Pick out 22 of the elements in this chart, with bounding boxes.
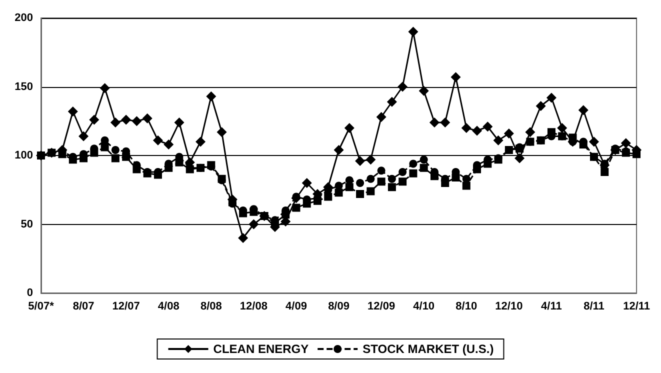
x-tick-label: 8/08 xyxy=(200,300,222,312)
y-tick-label: 50 xyxy=(20,218,33,230)
x-tick-label: 5/07* xyxy=(28,300,55,312)
y-tick-label: 100 xyxy=(14,150,33,162)
x-tick-label: 8/07 xyxy=(72,300,94,312)
y-tick-label: 0 xyxy=(26,287,33,299)
x-tick-label: 8/10 xyxy=(456,300,478,312)
legend-label: STOCK MARKET (U.S.) xyxy=(362,342,494,356)
x-tick-label: 12/07 xyxy=(112,300,140,312)
x-tick-label: 12/09 xyxy=(368,300,396,312)
x-tick-label: 4/10 xyxy=(413,300,435,312)
y-tick-label: 200 xyxy=(14,12,33,24)
x-tick-label: 12/08 xyxy=(240,300,268,312)
x-tick-label: 8/09 xyxy=(328,300,350,312)
x-tick-label: 4/09 xyxy=(286,300,307,312)
x-tick-label: 4/08 xyxy=(158,300,180,312)
x-tick-label: 12/11 xyxy=(623,300,650,312)
legend-label: CLEAN ENERGY xyxy=(213,342,309,356)
y-tick-label: 150 xyxy=(14,80,33,93)
x-tick-label: 12/10 xyxy=(495,300,523,312)
x-tick-label: 8/11 xyxy=(584,300,604,312)
x-tick-label: 4/11 xyxy=(541,300,562,312)
